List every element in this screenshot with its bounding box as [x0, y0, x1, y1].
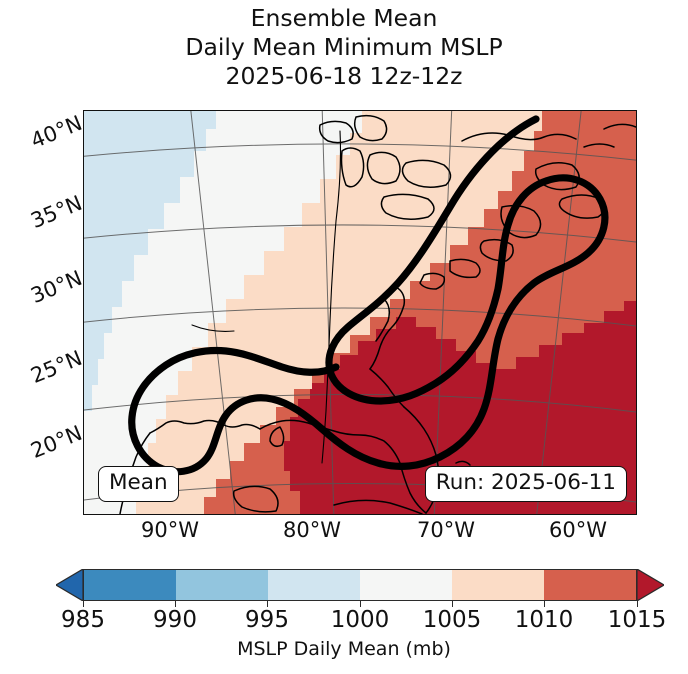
- colorbar-bands[interactable]: [83, 569, 637, 601]
- map-panel[interactable]: Mean Run: 2025-06-11: [83, 110, 637, 515]
- contour-line-1013: [128, 115, 609, 476]
- colorbar-band-1010-1015[interactable]: [544, 570, 636, 600]
- contour-band-995-1000: [84, 111, 216, 411]
- mslp-filled-contour-map: [84, 111, 636, 514]
- colorbar-band-985-990[interactable]: [84, 570, 176, 600]
- title-line-1: Ensemble Mean: [250, 4, 438, 32]
- colorbar-axis-label: MSLP Daily Mean (mb): [237, 638, 451, 660]
- lat-tick-25n: 25°N: [27, 345, 86, 388]
- colorbar-tick-990: [175, 601, 176, 607]
- page-title: Ensemble Mean Daily Mean Minimum MSLP 20…: [0, 4, 688, 91]
- colorbar-tick-1010: [544, 601, 545, 607]
- colorbar-ticklabel-1015: 1015: [607, 607, 667, 633]
- colorbar-band-995-1000[interactable]: [268, 570, 360, 600]
- colorbar-tick-1005: [452, 601, 453, 607]
- colorbar-band-990-995[interactable]: [176, 570, 268, 600]
- lat-tick-35n: 35°N: [27, 190, 86, 233]
- map-canvas: [84, 111, 636, 514]
- lat-tick-40n: 40°N: [27, 110, 86, 153]
- run-label-box: Run: 2025-06-11: [424, 466, 627, 502]
- colorbar-under-arrow: [56, 569, 83, 601]
- colorbar-tick-1000: [360, 601, 361, 607]
- lon-tick-90w: 90°W: [141, 518, 199, 542]
- title-line-3: 2025-06-18 12z-12z: [225, 62, 463, 90]
- lat-tick-20n: 20°N: [27, 420, 86, 463]
- colorbar[interactable]: 985 990 995 1000 1005 1010 1015 MSLP Dai…: [0, 560, 688, 674]
- colorbar-over-arrow: [637, 569, 664, 601]
- lon-tick-60w: 60°W: [549, 518, 607, 542]
- colorbar-band-1005-1010[interactable]: [452, 570, 544, 600]
- colorbar-ticklabel-1005: 1005: [422, 607, 482, 633]
- title-line-2: Daily Mean Minimum MSLP: [185, 33, 503, 61]
- colorbar-band-1000-1005[interactable]: [360, 570, 452, 600]
- colorbar-ticklabel-995: 995: [245, 607, 289, 633]
- colorbar-ticklabel-990: 990: [153, 607, 197, 633]
- lat-tick-30n: 30°N: [27, 265, 86, 308]
- colorbar-ticklabel-985: 985: [61, 607, 105, 633]
- colorbar-tick-985: [83, 601, 84, 607]
- lon-tick-80w: 80°W: [283, 518, 341, 542]
- mean-label-box: Mean: [98, 466, 179, 502]
- colorbar-tick-1015: [637, 601, 638, 607]
- colorbar-tick-995: [267, 601, 268, 607]
- colorbar-ticklabel-1000: 1000: [330, 607, 390, 633]
- lon-tick-70w: 70°W: [417, 518, 475, 542]
- colorbar-ticklabel-1010: 1010: [514, 607, 574, 633]
